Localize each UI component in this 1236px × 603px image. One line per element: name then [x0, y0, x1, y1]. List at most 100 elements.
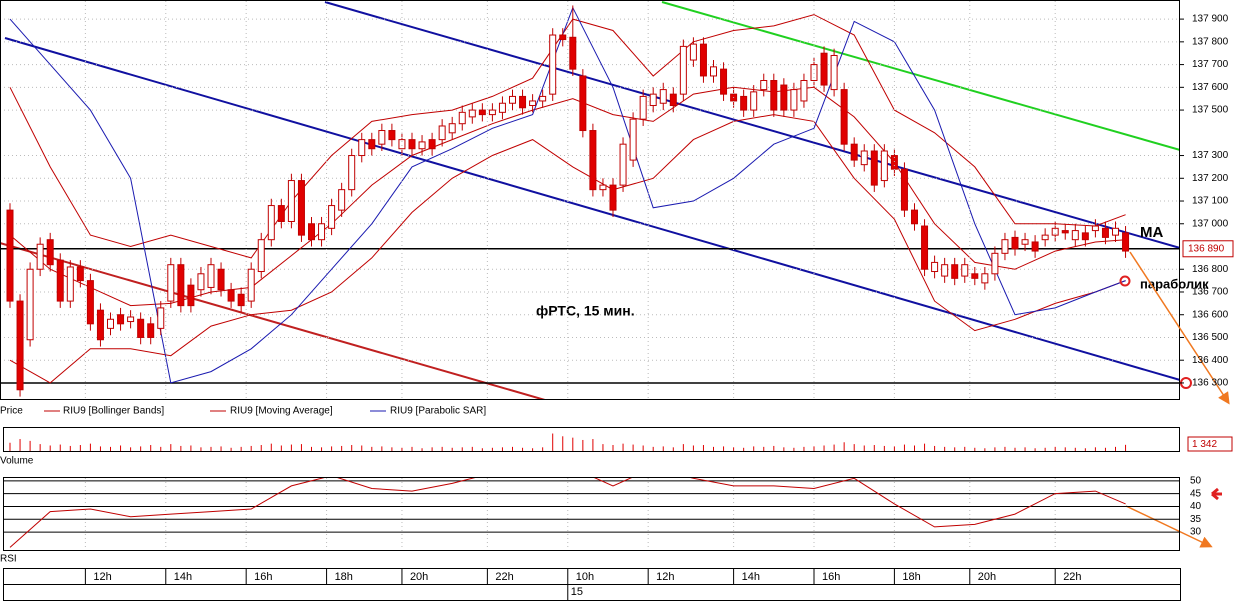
y-tick-label: 137 700 [1192, 59, 1229, 70]
candle-body [468, 109, 476, 118]
candle-body [308, 223, 315, 241]
candle-body [840, 89, 848, 145]
candle-body [26, 268, 34, 341]
candle-body [76, 266, 84, 282]
x-tick-label: 16h [822, 571, 840, 583]
value-badge [1187, 436, 1233, 452]
channel-line [4, 37, 1179, 381]
candle-body [679, 45, 687, 95]
y-tick-label: 136 800 [1192, 264, 1229, 275]
candle-body [911, 209, 918, 225]
candle-body [157, 307, 165, 329]
band-lower [9, 114, 1126, 384]
candle-body [941, 264, 949, 277]
y-tick-label: 137 000 [1192, 218, 1229, 229]
x-tick-label: 20h [410, 571, 428, 583]
candle-body [740, 95, 748, 111]
candle-body [870, 150, 878, 186]
candle-body [36, 243, 44, 270]
candle-body [689, 43, 697, 61]
candle-body [438, 125, 446, 141]
candle-body [850, 143, 858, 161]
candle-body [318, 223, 326, 241]
x-tick-label: 18h [335, 571, 353, 583]
candle-body [1011, 236, 1019, 250]
candle-body [961, 264, 969, 277]
candle-body [267, 205, 275, 241]
panel-label: RSI [0, 554, 17, 565]
candle-body [629, 118, 637, 161]
candle-body [458, 111, 466, 125]
candle-body [127, 316, 135, 323]
candle-body [599, 184, 607, 191]
legend: Price RIU9 [Bollinger Bands] RIU9 [Movin… [0, 406, 486, 417]
candle-body [569, 36, 577, 70]
candle-body [378, 130, 386, 145]
value-label: 1 342 [1192, 439, 1217, 450]
x-tick-label: 12h [93, 571, 111, 583]
candle-body [830, 54, 838, 91]
candle-body [991, 252, 999, 275]
rsi-panel [3, 477, 1180, 551]
candle-body [1112, 227, 1119, 236]
y-tick-label: 35 [1190, 514, 1202, 525]
candle-body [820, 52, 828, 86]
legend-label: RIU9 [Moving Average] [230, 406, 333, 417]
x-tick-label: 16h [254, 571, 272, 583]
candle-body [96, 309, 104, 341]
candle-body [66, 266, 74, 302]
candle-body [971, 273, 979, 279]
candle-body [207, 264, 215, 288]
candle-body [1021, 239, 1029, 245]
candle-body [860, 150, 868, 166]
candle-body [56, 259, 64, 302]
candle-body [348, 155, 356, 191]
candle-body [16, 300, 24, 391]
candle-body [699, 43, 707, 77]
candle-body [549, 34, 557, 95]
annotation: MA [1140, 224, 1163, 241]
y-tick-label: 137 500 [1192, 105, 1229, 116]
candle-body [297, 180, 305, 236]
candle-body [217, 268, 225, 291]
indicator-line [9, 86, 1126, 307]
candle-body [428, 139, 436, 150]
candle-body [368, 139, 376, 150]
forecast-arrow [1125, 505, 1213, 548]
candle-body [117, 314, 125, 325]
candle-body [167, 264, 175, 302]
candle-body [388, 130, 396, 141]
candle-body [951, 264, 959, 279]
pointer-arrow [1211, 487, 1222, 501]
candle-body [579, 75, 587, 132]
candle-body [358, 139, 366, 157]
candle-body [257, 239, 265, 273]
candle-body [328, 205, 336, 229]
y-tick-label: 50 [1190, 475, 1202, 486]
indicator-line [9, 6, 1126, 384]
candle-body [247, 268, 255, 302]
candle-body [519, 95, 527, 109]
candle-body [539, 95, 547, 102]
candle-body [478, 109, 486, 116]
candle-body [187, 284, 195, 307]
price-badge [1182, 240, 1234, 258]
candle-body [277, 205, 285, 222]
trend-line [1, 242, 546, 399]
candle-body [750, 91, 758, 111]
trend-line [661, 1, 1179, 151]
x-tick-label: 10h [576, 571, 594, 583]
volume-panel [3, 427, 1180, 452]
y-tick-label: 137 100 [1192, 196, 1229, 207]
candle-body [86, 280, 94, 325]
forecast-arrow [1129, 251, 1230, 405]
candle-body [1031, 241, 1039, 252]
candle-body [529, 100, 537, 107]
legend-label: RIU9 [Bollinger Bands] [63, 406, 164, 417]
candle-body [509, 95, 516, 104]
y-tick-label: 136 400 [1192, 355, 1229, 366]
candle-body [981, 273, 989, 284]
x-tick-label: 14h [174, 571, 192, 583]
y-tick-label: 137 200 [1192, 173, 1229, 184]
